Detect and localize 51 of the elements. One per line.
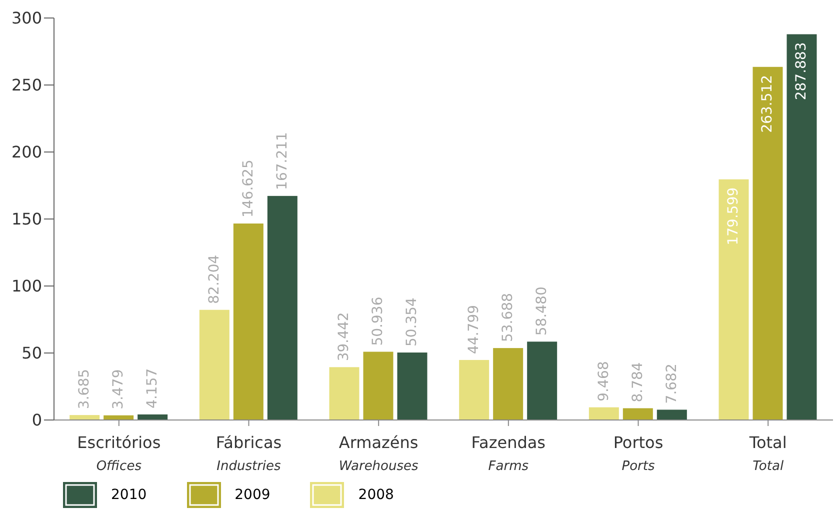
bar bbox=[199, 310, 230, 420]
x-tick-label: Total Total bbox=[748, 433, 787, 474]
data-label: 263.512 bbox=[760, 74, 776, 133]
legend-label: 2008 bbox=[358, 487, 394, 503]
y-tick-label: 200 bbox=[11, 142, 42, 162]
data-label: 4.157 bbox=[144, 368, 161, 408]
x-tick-label: Fazendas Farms bbox=[471, 433, 546, 474]
bar bbox=[718, 179, 749, 420]
data-label: 287.883 bbox=[794, 42, 810, 100]
y-tick-label: 50 bbox=[22, 344, 42, 363]
x-tick-label: Armazéns Warehouses bbox=[338, 433, 419, 474]
data-label: 179.599 bbox=[726, 187, 742, 246]
bar bbox=[786, 34, 817, 420]
y-tick-label: 0 bbox=[32, 410, 42, 430]
data-label: 82.204 bbox=[206, 254, 222, 304]
data-label: 3.479 bbox=[110, 369, 127, 410]
bar bbox=[752, 66, 783, 420]
legend-label: 2009 bbox=[234, 487, 270, 503]
data-label: 146.625 bbox=[240, 160, 256, 218]
y-tick-label: 150 bbox=[11, 210, 42, 229]
bar bbox=[527, 342, 558, 420]
bar bbox=[363, 352, 394, 420]
bar bbox=[70, 415, 100, 420]
bar bbox=[397, 352, 428, 420]
x-tick-label: Fábricas Industries bbox=[216, 433, 282, 474]
data-label: 53.688 bbox=[500, 293, 516, 342]
y-tick-label: 300 bbox=[11, 8, 42, 28]
x-tick-label: Escritórios Offices bbox=[77, 433, 161, 474]
bar bbox=[622, 408, 653, 420]
x-tick-label: Portos Ports bbox=[613, 433, 664, 474]
y-tick-label: 250 bbox=[11, 76, 42, 95]
bar bbox=[233, 224, 264, 420]
data-label: 9.468 bbox=[596, 361, 612, 402]
bar bbox=[329, 367, 360, 420]
bar bbox=[656, 410, 687, 420]
data-label: 39.442 bbox=[336, 312, 352, 362]
data-label: 167.211 bbox=[274, 132, 290, 190]
y-tick-label: 100 bbox=[11, 276, 42, 296]
data-label: 50.354 bbox=[404, 297, 420, 347]
data-label: 7.682 bbox=[664, 364, 680, 404]
bar bbox=[267, 196, 298, 420]
bar bbox=[459, 360, 490, 420]
bar bbox=[588, 407, 619, 420]
data-label: 58.480 bbox=[534, 286, 550, 336]
data-label: 44.799 bbox=[466, 304, 482, 354]
bar bbox=[138, 414, 168, 420]
bar bbox=[493, 348, 524, 420]
data-label: 3.685 bbox=[76, 368, 93, 410]
data-label: 8.784 bbox=[630, 362, 646, 402]
data-label: 50.936 bbox=[370, 296, 386, 346]
legend-label: 2010 bbox=[111, 487, 147, 503]
